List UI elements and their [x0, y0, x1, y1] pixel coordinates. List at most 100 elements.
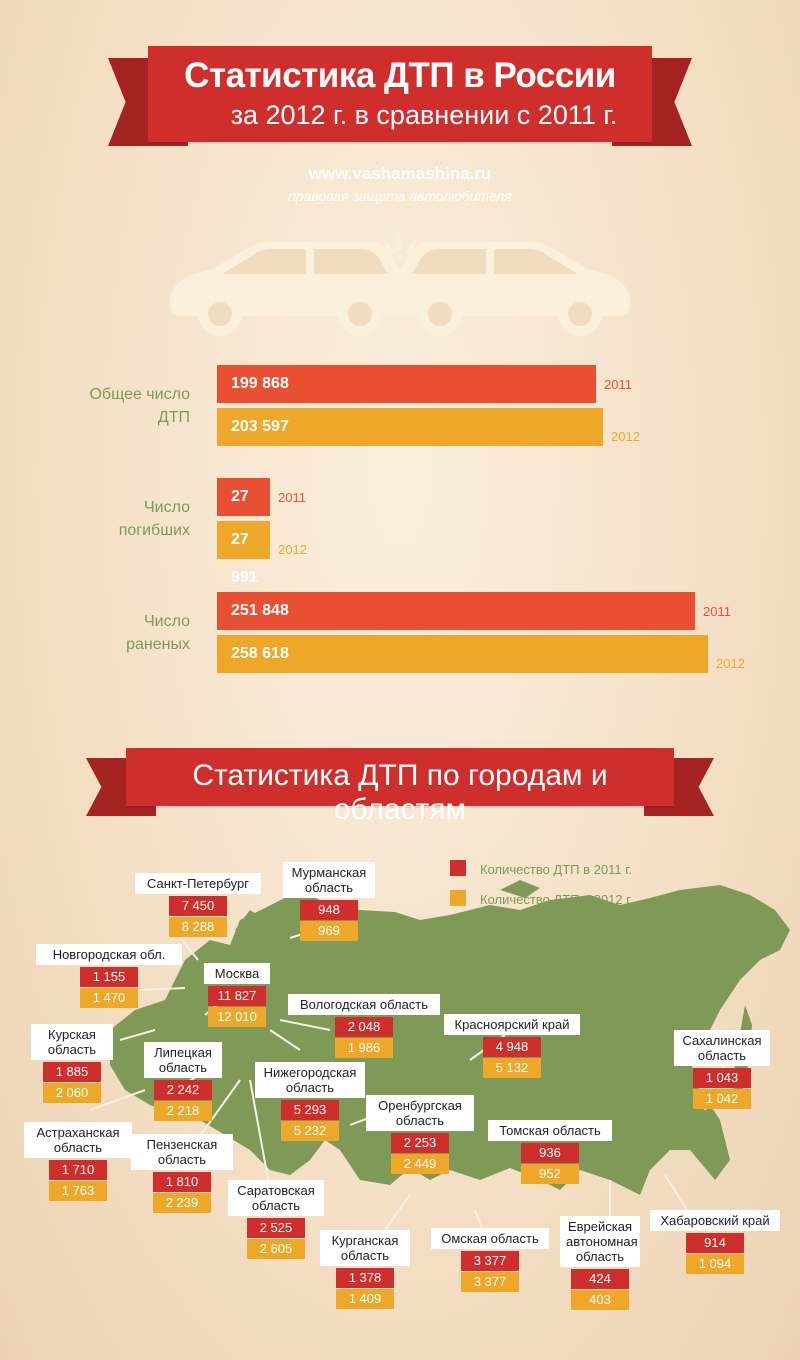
site-url: www.vashamashina.ru	[308, 164, 492, 183]
region-callout: Нижегородская область 5 293 5 232	[255, 1062, 365, 1141]
region-callout: Вологодская область 2 048 1 986	[288, 994, 440, 1058]
region-name: Нижегородская область	[255, 1062, 365, 1098]
region-value-2012: 5 232	[281, 1121, 339, 1141]
region-value-2012: 1 986	[335, 1038, 393, 1058]
region-value-2012: 12 010	[208, 1007, 266, 1027]
region-value-2011: 2 048	[335, 1017, 393, 1037]
region-value-2012: 952	[521, 1164, 579, 1184]
region-callout: Сахалинская область 1 043 1 042	[674, 1030, 770, 1109]
section-ribbon: Статистика ДТП по городам и областям	[0, 740, 800, 826]
region-value-2012: 1 042	[693, 1089, 751, 1109]
region-name: Пензенская область	[131, 1134, 233, 1170]
region-name: Курская область	[31, 1024, 113, 1060]
region-callout: Хабаровский край 914 1 094	[650, 1210, 780, 1274]
site-slogan: правовая защита автолюбителя	[288, 188, 512, 204]
legend-label-2012: Количество ДТП в 2012 г.	[480, 892, 633, 907]
bar-2011: 251 848	[217, 592, 695, 630]
region-callout: Курганская область 1 378 1 409	[320, 1230, 410, 1309]
region-value-2011: 2 242	[154, 1080, 212, 1100]
region-value-2011: 4 948	[483, 1037, 541, 1057]
bar-year-label: 2012	[716, 656, 745, 671]
bar-year-label: 2011	[703, 604, 731, 619]
region-value-2011: 7 450	[169, 896, 227, 916]
region-name: Красноярский край	[444, 1014, 580, 1035]
region-name: Оренбургская область	[366, 1095, 474, 1131]
bar-2012: 258 618	[217, 635, 708, 673]
region-value-2012: 2 605	[247, 1239, 305, 1259]
region-name: Омская область	[431, 1228, 549, 1249]
bar-2011: 27 953	[217, 478, 270, 543]
region-name: Сахалинская область	[674, 1030, 770, 1066]
legend-swatch-2011	[450, 860, 466, 876]
legend-swatch-2012	[450, 890, 466, 906]
region-value-2012: 969	[300, 921, 358, 941]
region-callout: Еврейская автономная область 424 403	[560, 1216, 640, 1310]
region-value-2011: 2 525	[247, 1218, 305, 1238]
category-label: Число раненых	[126, 613, 190, 653]
page-subtitle: за 2012 г. в сравнении с 2011 г.	[230, 100, 618, 130]
region-value-2011: 948	[300, 900, 358, 920]
bar-year-label: 2011	[278, 490, 306, 505]
region-value-2012: 403	[571, 1290, 629, 1310]
region-value-2011: 1 155	[80, 967, 138, 987]
region-value-2012: 2 449	[391, 1154, 449, 1174]
category-label: Общее число ДТП	[89, 386, 190, 426]
region-value-2011: 1 810	[153, 1172, 211, 1192]
region-name: Хабаровский край	[650, 1210, 780, 1231]
region-name: Еврейская автономная область	[560, 1216, 640, 1267]
region-value-2012: 1 409	[336, 1289, 394, 1309]
region-callout: Новгородская обл. 1 155 1 470	[36, 944, 182, 1008]
region-name: Москва	[204, 963, 270, 984]
region-value-2012: 8 288	[169, 917, 227, 937]
region-name: Курганская область	[320, 1230, 410, 1266]
region-value-2012: 2 239	[153, 1193, 211, 1213]
region-value-2011: 914	[686, 1233, 744, 1253]
region-value-2011: 5 293	[281, 1100, 339, 1120]
region-value-2012: 1 470	[80, 988, 138, 1008]
region-callout: Томская область 936 952	[488, 1120, 612, 1184]
car-crash-illustration	[170, 228, 630, 336]
region-name: Саратовская область	[228, 1180, 324, 1216]
region-value-2012: 5 132	[483, 1058, 541, 1078]
region-value-2011: 3 377	[461, 1251, 519, 1271]
region-name: Вологодская область	[288, 994, 440, 1015]
page-title: Статистика ДТП в России	[184, 56, 616, 95]
region-callout: Санкт-Петербург 7 450 8 288	[135, 873, 261, 937]
region-name: Санкт-Петербург	[135, 873, 261, 894]
region-value-2011: 1 885	[43, 1062, 101, 1082]
region-callout: Липецкая область 2 242 2 218	[144, 1042, 222, 1121]
region-value-2011: 1 710	[49, 1160, 107, 1180]
region-name: Астраханская область	[24, 1122, 132, 1158]
region-callout: Москва 11 827 12 010	[204, 963, 270, 1027]
region-callout: Красноярский край 4 948 5 132	[444, 1014, 580, 1078]
region-value-2012: 2 060	[43, 1083, 101, 1103]
region-value-2011: 1 043	[693, 1068, 751, 1088]
region-value-2012: 3 377	[461, 1272, 519, 1292]
region-value-2012: 1 763	[49, 1181, 107, 1201]
category-label: Число погибших	[118, 499, 190, 539]
region-name: Новгородская обл.	[36, 944, 182, 965]
region-callout: Саратовская область 2 525 2 605	[228, 1180, 324, 1259]
bar-year-label: 2011	[604, 377, 632, 392]
legend-label-2011: Количество ДТП в 2011 г.	[480, 862, 632, 877]
region-value-2012: 1 094	[686, 1254, 744, 1274]
bar-year-label: 2012	[278, 542, 307, 557]
region-value-2011: 11 827	[208, 986, 266, 1006]
region-callout: Оренбургская область 2 253 2 449	[366, 1095, 474, 1174]
bar-2012: 27 991	[217, 521, 270, 586]
region-value-2012: 2 218	[154, 1101, 212, 1121]
region-value-2011: 936	[521, 1143, 579, 1163]
region-callout: Мурманская область 948 969	[283, 862, 375, 941]
header-ribbon: Статистика ДТП в России за 2012 г. в сра…	[0, 0, 800, 160]
region-value-2011: 1 378	[336, 1268, 394, 1288]
region-name: Томская область	[488, 1120, 612, 1141]
section-title: Статистика ДТП по городам и областям	[192, 759, 608, 826]
region-callout: Астраханская область 1 710 1 763	[24, 1122, 132, 1201]
region-callout: Омская область 3 377 3 377	[431, 1228, 549, 1292]
region-callout: Пензенская область 1 810 2 239	[131, 1134, 233, 1213]
region-value-2011: 2 253	[391, 1133, 449, 1153]
region-callout: Курская область 1 885 2 060	[31, 1024, 113, 1103]
region-name: Мурманская область	[283, 862, 375, 898]
region-value-2011: 424	[571, 1269, 629, 1289]
bar-2012: 203 597	[217, 408, 603, 446]
